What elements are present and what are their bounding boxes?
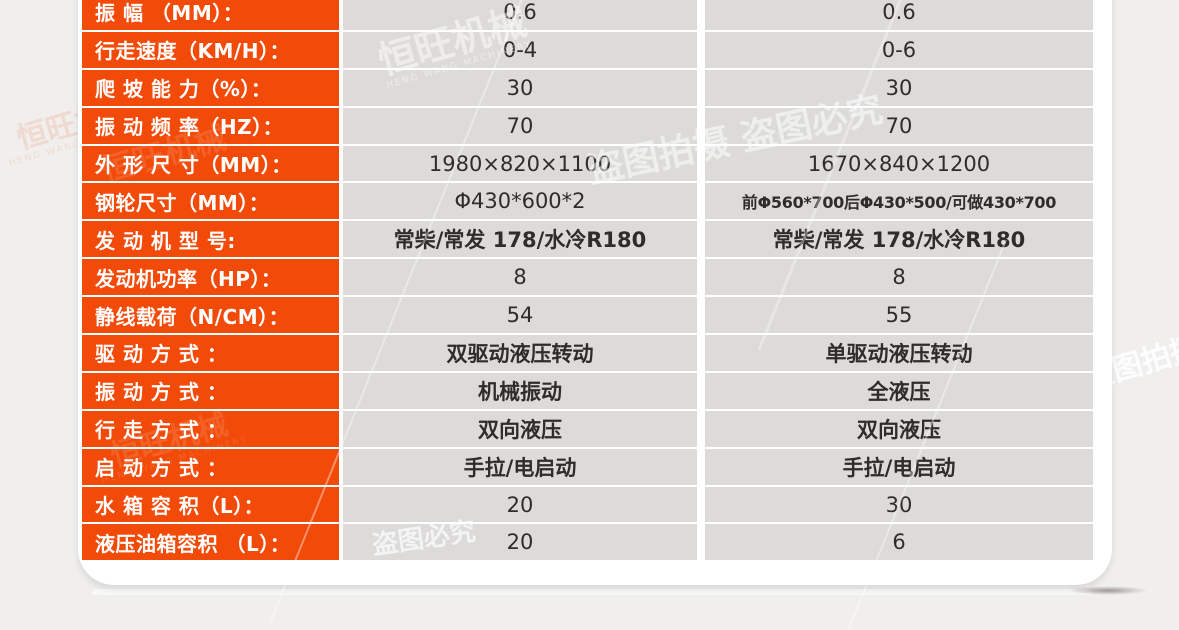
- spec-label: 爬 坡 能 力（%）：: [82, 69, 339, 106]
- next-section-edge: [92, 589, 1092, 595]
- spec-label: 发动机功率（HP）：: [82, 259, 339, 296]
- spec-value-model2: 55: [705, 297, 1093, 334]
- spec-value-model1: 双向液压: [343, 410, 697, 447]
- spec-value-model2: 手拉/电启动: [705, 448, 1093, 485]
- spec-value-model1: 常柴/常发 178/水冷R180: [343, 221, 697, 258]
- spec-value-model2: 常柴/常发 178/水冷R180: [705, 221, 1093, 258]
- table-row: 爬 坡 能 力（%）： 30 30: [82, 69, 1093, 106]
- spec-value-model1: 20: [343, 524, 697, 561]
- spec-label: 发 动 机 型 号:: [82, 221, 339, 258]
- table-row: 行走速度（KM/H）： 0-4 0-6: [82, 31, 1093, 68]
- spec-value-model2: 1670×840×1200: [705, 145, 1093, 182]
- spec-table: 振 幅 （MM）： 0.6 0.6 行走速度（KM/H）： 0-4 0-6 爬 坡 能 力（…: [82, 0, 1093, 562]
- spec-label: 行 走 方 式 ：: [82, 410, 339, 447]
- spec-value-model2: 30: [705, 69, 1093, 106]
- spec-value-model2: 0.6: [705, 0, 1093, 30]
- table-row: 外 形 尺 寸（MM）： 1980×820×1100 1670×840×1200: [82, 145, 1093, 182]
- spec-value-model1: 30: [343, 69, 697, 106]
- table-row: 振 动 方 式 ：机械振动 全液压: [82, 372, 1093, 409]
- spec-value-model1: 双驱动液压转动: [343, 335, 697, 371]
- spec-value-model1: Φ430*600*2: [343, 183, 697, 220]
- spec-value-model2: 8: [705, 259, 1093, 296]
- spec-value-model2: 双向液压: [705, 410, 1093, 447]
- table-row: 振 幅 （MM）： 0.6 0.6: [82, 0, 1093, 30]
- card-bottom-shadow: [1068, 586, 1148, 595]
- spec-label: 静线载荷（N/CM）：: [82, 297, 339, 334]
- spec-value-model1: 机械振动: [343, 372, 697, 409]
- table-row: 发动机功率（HP）： 8 8: [82, 259, 1093, 296]
- spec-label: 钢轮尺寸（MM）：: [82, 183, 339, 220]
- spec-value-model2: 前Φ560*700后Φ430*500/可做430*700: [705, 183, 1093, 220]
- spec-value-model2: 30: [705, 486, 1093, 523]
- table-row: 静线载荷（N/CM）： 54 55: [82, 297, 1093, 334]
- spec-label: 液压油箱容积 （L）：: [82, 524, 339, 561]
- table-row: 振 动 频 率（HZ）： 70 70: [82, 107, 1093, 144]
- table-row: 发 动 机 型 号: 常柴/常发 178/水冷R180 常柴/常发 178/水冷R1…: [82, 221, 1093, 258]
- spec-value-model2: 70: [705, 107, 1093, 144]
- spec-value-model1: 8: [343, 259, 697, 296]
- spec-value-model2: 0-6: [705, 31, 1093, 68]
- table-row: 启 动 方 式 ：手拉/电启动 手拉/电启动: [82, 448, 1093, 485]
- spec-label: 振 幅 （MM）：: [82, 0, 339, 30]
- spec-value-model1: 20: [343, 486, 697, 523]
- spec-value-model1: 0-4: [343, 31, 697, 68]
- spec-value-model1: 手拉/电启动: [343, 448, 697, 485]
- table-row: 液压油箱容积 （L）： 20 6: [82, 524, 1093, 561]
- spec-value-model1: 1980×820×1100: [343, 145, 697, 182]
- spec-label: 行走速度（KM/H）：: [82, 31, 339, 68]
- spec-label: 振 动 方 式 ：: [82, 372, 339, 409]
- spec-label: 驱 动 方 式 ：: [82, 335, 339, 371]
- spec-label: 水 箱 容 积（L）：: [82, 486, 339, 523]
- spec-label: 外 形 尺 寸（MM）：: [82, 145, 339, 182]
- spec-value-model2: 6: [705, 524, 1093, 561]
- spec-label: 启 动 方 式 ：: [82, 448, 339, 485]
- spec-value-model1: 54: [343, 297, 697, 334]
- spec-value-model2: 全液压: [705, 372, 1093, 409]
- spec-value-model2: 单驱动液压转动: [705, 335, 1093, 371]
- table-row: 水 箱 容 积（L）： 20 30: [82, 486, 1093, 523]
- spec-value-model1: 70: [343, 107, 697, 144]
- table-row: 行 走 方 式 ：双向液压 双向液压: [82, 410, 1093, 447]
- table-row: 驱 动 方 式 ：双驱动液压转动 单驱动液压转动: [82, 335, 1093, 371]
- table-row: 钢轮尺寸（MM）： Φ430*600*2 前Φ560*700后Φ430*500/可做…: [82, 183, 1093, 220]
- spec-label: 振 动 频 率（HZ）：: [82, 107, 339, 144]
- spec-value-model1: 0.6: [343, 0, 697, 30]
